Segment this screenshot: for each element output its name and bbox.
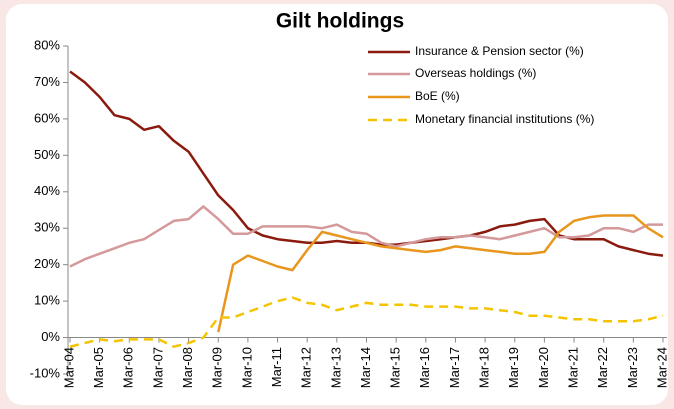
x-tick-label: Mar-17 — [447, 347, 462, 388]
legend-label: Monetary financial institutions (%) — [415, 112, 594, 126]
chart-title: Gilt holdings — [276, 10, 404, 33]
series-line — [69, 205, 663, 268]
y-tick-label: 30% — [34, 220, 60, 235]
panel — [6, 4, 668, 405]
x-tick-label: Mar-16 — [417, 347, 432, 388]
x-tick-label: Mar-15 — [388, 347, 403, 388]
y-tick-label: 20% — [34, 256, 60, 271]
y-tick-label: 80% — [34, 37, 60, 52]
series-line — [217, 214, 664, 333]
legend-label: Insurance & Pension sector (%) — [415, 44, 584, 58]
x-tick-label: Mar-07 — [150, 347, 165, 388]
y-tick-label: 10% — [34, 293, 60, 308]
x-tick-label: Mar-20 — [536, 347, 551, 388]
x-tick-label: Mar-24 — [654, 347, 669, 388]
y-tick-label: 50% — [34, 147, 60, 162]
x-tick-label: Mar-06 — [121, 347, 136, 388]
x-tick-label: Mar-13 — [328, 347, 343, 388]
x-tick-label: Mar-05 — [91, 347, 106, 388]
x-tick-label: Mar-18 — [477, 347, 492, 388]
x-tick-label: Mar-09 — [210, 347, 225, 388]
y-tick-label: 70% — [34, 74, 60, 89]
x-tick-label: Mar-08 — [180, 347, 195, 388]
y-tick-label: 60% — [34, 110, 60, 125]
y-tick-label: 0% — [41, 329, 60, 344]
x-tick-label: Mar-14 — [358, 347, 373, 388]
series-line — [69, 296, 664, 348]
x-tick-label: Mar-04 — [61, 347, 76, 388]
x-tick-label: Mar-19 — [506, 347, 521, 388]
x-tick-label: Mar-21 — [565, 347, 580, 388]
x-tick-label: Mar-23 — [625, 347, 640, 388]
legend-label: Overseas holdings (%) — [415, 66, 536, 80]
x-tick-label: Mar-12 — [299, 347, 314, 388]
y-tick-label: -10% — [30, 365, 61, 380]
x-tick-label: Mar-11 — [269, 347, 284, 387]
legend-label: BoE (%) — [415, 89, 460, 103]
y-tick-label: 40% — [34, 183, 60, 198]
x-tick-label: Mar-10 — [239, 347, 254, 388]
x-tick-label: Mar-22 — [595, 347, 610, 388]
